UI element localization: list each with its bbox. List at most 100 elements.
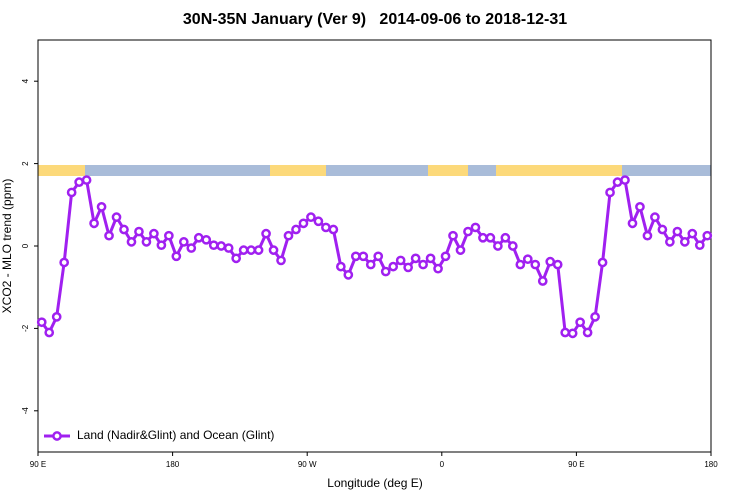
data-point — [380, 266, 391, 277]
y-tick-label: 2 — [21, 161, 30, 166]
data-point — [597, 257, 608, 268]
x-tick-label: 0 — [440, 460, 445, 469]
land-band — [428, 165, 468, 176]
x-tick-label: 180 — [704, 460, 718, 469]
data-point — [81, 175, 92, 185]
data-point — [590, 312, 600, 322]
y-tick-label: -2 — [21, 324, 30, 332]
data-point — [246, 245, 256, 255]
data-point — [620, 175, 630, 185]
data-point — [283, 230, 294, 241]
y-tick-label: 0 — [21, 243, 30, 248]
data-point — [463, 226, 473, 237]
data-point — [515, 259, 526, 270]
data-point — [238, 245, 249, 255]
y-tick-label: -4 — [21, 407, 30, 415]
x-tick-label: 90 E — [568, 460, 584, 469]
data-point — [178, 237, 189, 247]
legend-label: Land (Nadir&Glint) and Ocean (Glint) — [77, 428, 274, 442]
data-point — [530, 259, 541, 270]
data-point — [350, 251, 361, 262]
data-point — [545, 256, 556, 267]
data-point — [612, 177, 623, 187]
data-point — [665, 237, 675, 247]
data-point — [627, 218, 638, 229]
data-point — [134, 226, 144, 237]
data-point — [276, 255, 286, 266]
data-point — [298, 218, 309, 229]
x-tick-label: 180 — [166, 460, 180, 469]
data-point — [679, 237, 690, 247]
data-point — [231, 253, 242, 264]
data-point — [694, 240, 705, 251]
data-point — [328, 224, 339, 235]
data-point — [149, 228, 159, 239]
data-point — [141, 237, 152, 247]
data-point — [702, 230, 713, 241]
data-point — [560, 327, 571, 338]
data-point — [268, 245, 279, 255]
data-point — [59, 257, 70, 268]
x-tick-label: 90 E — [30, 460, 46, 469]
data-point — [291, 224, 301, 235]
data-point — [478, 232, 488, 243]
data-point — [66, 187, 77, 198]
chart-title: 30N-35N January (Ver 9) 2014-09-06 to 20… — [183, 11, 567, 28]
data-point — [343, 269, 354, 280]
data-point — [440, 251, 451, 262]
ocean-band — [38, 165, 711, 176]
data-point — [448, 230, 458, 241]
data-point — [261, 228, 271, 239]
data-point — [410, 253, 421, 264]
data-point — [126, 237, 137, 247]
data-point — [358, 251, 369, 262]
data-point — [567, 328, 578, 339]
data-point — [433, 263, 443, 274]
data-point — [455, 245, 466, 255]
data-point — [104, 230, 114, 241]
y-tick-label: 4 — [21, 78, 30, 83]
land-band — [496, 165, 622, 176]
data-point — [51, 312, 62, 322]
data-point — [418, 259, 428, 270]
data-point — [74, 177, 84, 187]
data-point — [253, 245, 264, 255]
data-point — [403, 262, 413, 273]
data-point — [164, 230, 174, 241]
data-point — [582, 327, 593, 338]
x-tick-label: 90 W — [298, 460, 317, 469]
data-point — [156, 240, 167, 251]
data-point — [493, 241, 503, 251]
data-point — [313, 216, 324, 227]
land-band — [38, 165, 85, 176]
data-point — [193, 232, 204, 243]
data-point — [89, 218, 99, 229]
data-point — [44, 327, 55, 338]
data-point — [522, 254, 533, 265]
data-point — [672, 226, 683, 237]
data-point — [186, 243, 197, 253]
data-point — [687, 228, 698, 239]
data-point — [111, 212, 122, 223]
data-point — [373, 251, 384, 262]
data-point — [223, 243, 234, 253]
data-point — [635, 202, 645, 212]
data-point — [306, 212, 316, 223]
data-point — [552, 259, 563, 270]
data-point — [388, 261, 399, 272]
data-point — [96, 202, 107, 212]
data-point — [650, 212, 660, 223]
data-point — [321, 222, 331, 233]
data-point — [575, 317, 585, 328]
data-point — [605, 187, 615, 198]
data-point — [500, 232, 511, 243]
data-point — [171, 251, 182, 262]
data-point — [119, 224, 129, 235]
data-point — [657, 224, 668, 235]
data-point — [395, 255, 406, 266]
data-point — [485, 232, 496, 243]
data-point — [470, 222, 481, 233]
data-point — [642, 230, 653, 241]
